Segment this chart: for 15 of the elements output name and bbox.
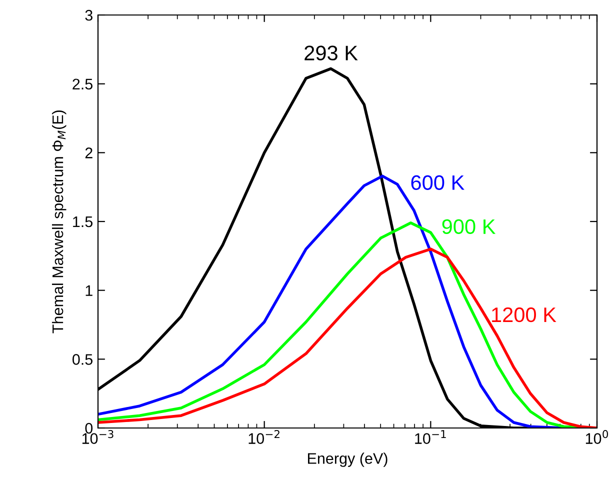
y-tick-label: 0.5 — [72, 354, 92, 365]
series-label: 600 K — [411, 175, 464, 190]
y-tick-label: 1.5 — [73, 216, 92, 228]
x-axis-title: Energy (eV) — [308, 452, 388, 467]
y-tick-label: 2 — [85, 148, 92, 158]
x-tick-label: 10$^{−1}$ — [415, 430, 446, 444]
x-tick-label: 10$^{0}$ — [586, 430, 608, 444]
y-tick-label: 3 — [85, 10, 92, 21]
x-tick-label: 10$^{−2}$ — [248, 430, 280, 444]
y-axis-title: Themal Maxwell spectrum Φ$_{M}$(E) — [52, 110, 66, 334]
series-label: 900 K — [442, 219, 496, 234]
series-label: 293 K — [304, 46, 358, 60]
y-tick-label: 1 — [86, 285, 92, 296]
y-tick-label: 2.5 — [72, 78, 92, 90]
series-label: 1200 K — [492, 307, 556, 322]
